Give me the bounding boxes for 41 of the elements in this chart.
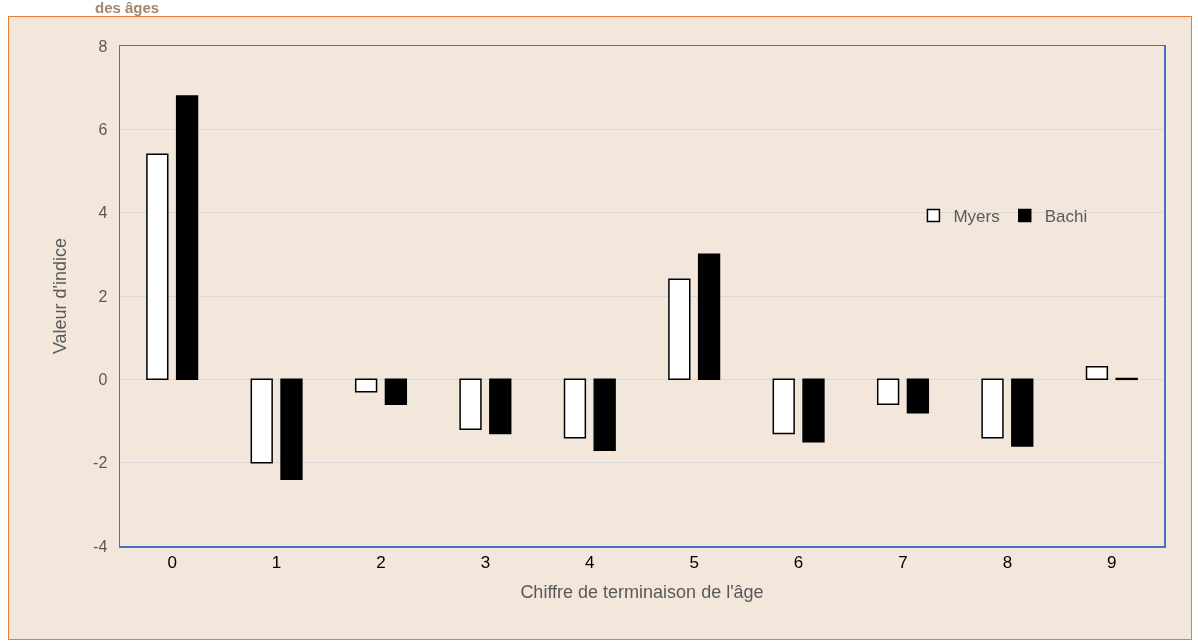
chart-title: des âges [95,0,160,16]
y-tick-label: -4 [93,537,108,555]
bar [175,95,199,381]
x-axis-title: Chiffre de terminaison de l'âge [520,581,764,602]
bar [1011,378,1034,447]
bar [354,378,378,393]
bar [668,278,691,381]
bar [906,378,930,414]
bar [489,378,512,435]
y-tick-label: -2 [93,454,108,472]
bar [384,378,408,406]
x-tick-label: 0 [167,552,177,572]
y-tick-label: 2 [98,287,108,305]
bar [459,378,482,431]
y-tick-label: 8 [98,37,108,55]
bar [1085,366,1109,381]
y-tick-label: 4 [98,204,108,222]
bar [250,378,273,464]
bar [981,378,1004,439]
bar [593,378,616,451]
x-tick-label: 2 [376,552,386,572]
bar [280,378,303,481]
x-tick-label: 1 [271,552,282,572]
x-tick-label: 4 [585,552,595,572]
x-tick-label: 9 [1107,552,1117,572]
y-tick-label: 6 [98,120,108,138]
y-axis-title: Valeur d'indice [49,237,70,355]
bar [697,253,721,381]
x-tick-label: 6 [793,552,804,572]
x-tick-label: 8 [1002,552,1013,572]
bar [146,153,169,381]
bar [876,378,900,406]
bar [802,378,825,443]
legend-label: Myers [953,207,1000,227]
y-tick-label: 0 [98,370,108,388]
legend-label: Bachi [1044,207,1088,227]
x-tick-label: 7 [898,552,908,572]
x-tick-label: 3 [480,552,491,572]
bar [772,378,795,435]
x-tick-label: 5 [689,552,699,572]
bar [563,378,587,439]
